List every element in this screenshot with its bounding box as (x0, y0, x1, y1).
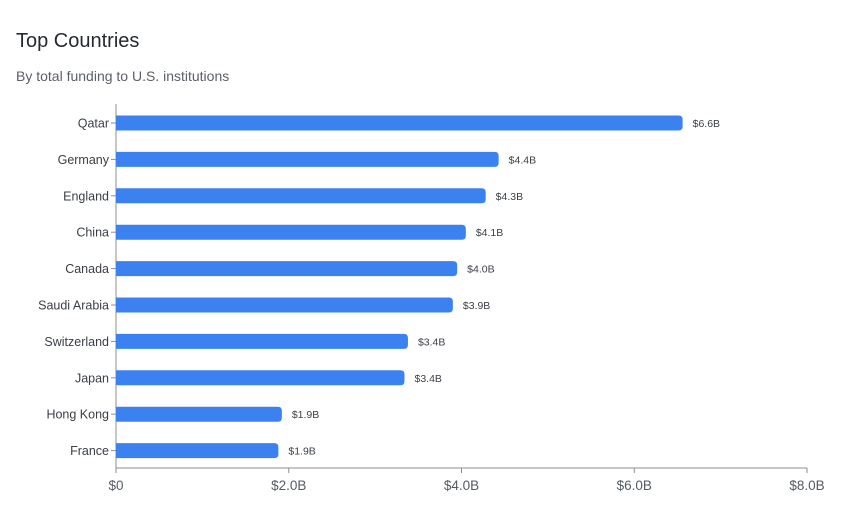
category-label: France (70, 444, 109, 458)
data-label: $3.9B (463, 300, 490, 312)
data-label: $3.4B (414, 373, 441, 385)
category-label: Qatar (78, 117, 109, 131)
data-label: $4.1B (476, 227, 503, 239)
data-label: $3.4B (418, 336, 445, 348)
category-label: Saudi Arabia (38, 299, 109, 313)
bar (116, 261, 458, 277)
data-label: $4.0B (467, 264, 494, 276)
x-tick-label: $4.0B (444, 478, 479, 493)
bar (116, 188, 486, 204)
category-label: Germany (58, 153, 110, 167)
chart-subtitle: By total funding to U.S. institutions (16, 68, 230, 84)
category-label: Hong Kong (46, 408, 109, 422)
data-label: $1.9B (292, 409, 319, 421)
category-label: Canada (65, 262, 109, 276)
data-label: $4.4B (509, 154, 536, 166)
x-tick-label: $8.0B (789, 478, 824, 493)
bar (116, 115, 683, 131)
bar (116, 406, 282, 422)
x-tick-label: $6.0B (617, 478, 652, 493)
data-label: $6.6B (693, 118, 720, 130)
category-label: Japan (75, 371, 109, 385)
x-tick-label: $2.0B (271, 478, 306, 493)
bar (116, 370, 405, 386)
bar (116, 297, 453, 313)
bar (116, 443, 279, 459)
data-label: $1.9B (288, 446, 315, 458)
bar (116, 333, 408, 349)
bar (116, 224, 466, 240)
category-label: England (63, 189, 109, 203)
data-label: $4.3B (496, 191, 523, 203)
chart-title: Top Countries (16, 30, 140, 52)
bar (116, 151, 499, 167)
x-tick-label: $0 (108, 478, 123, 493)
category-label: Switzerland (44, 335, 109, 349)
category-label: China (76, 226, 109, 240)
